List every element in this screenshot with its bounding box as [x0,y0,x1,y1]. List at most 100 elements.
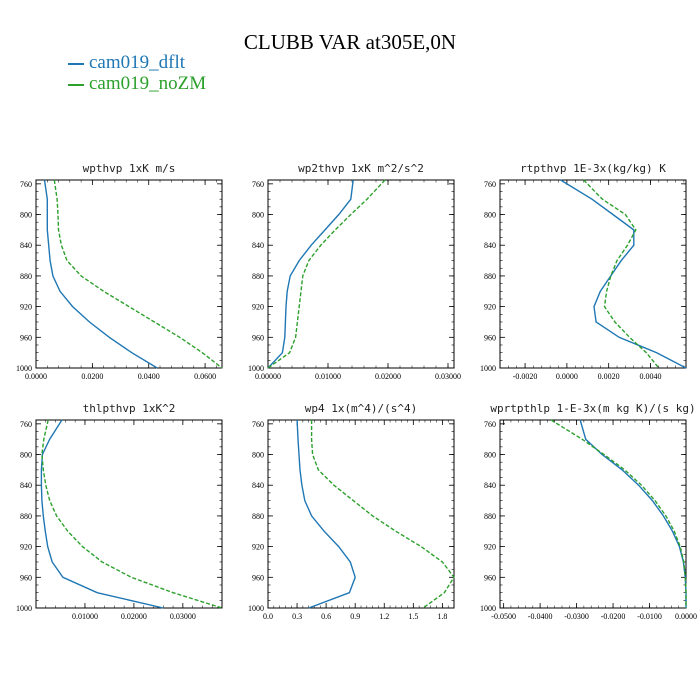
y-tick-label: 1000 [480,604,496,613]
x-tick-label: 1.8 [437,612,447,621]
panel-1: wpthvp 1xK m/s 760 800 840 880 920 960 10000.00… [16,162,223,381]
x-tick-label: 0.0600 [194,372,216,381]
x-tick-label: 0.6 [321,612,331,621]
x-tick-label: -0.0500 [491,612,516,621]
series-line-dflt [267,179,354,369]
y-tick-label: 880 [484,272,496,281]
y-tick-label: 1000 [248,604,264,613]
y-tick-label: 840 [20,481,32,490]
y-tick-label: 920 [484,543,496,552]
x-tick-label: 0.0400 [138,372,160,381]
figure-title: CLUBB VAR at305E,0N [243,30,457,54]
y-tick-label: 760 [484,180,496,189]
series-line-nozm [550,419,687,608]
x-tick-label: -0.0200 [601,612,626,621]
y-tick-label: 960 [484,573,496,582]
x-tick-label: 0.02000 [121,612,147,621]
y-tick-label: 1000 [16,604,32,613]
y-tick-label: 920 [484,303,496,312]
y-tick-label: 840 [252,481,264,490]
legend-line-icon [68,62,84,65]
y-tick-label: 760 [20,180,32,189]
x-tick-label: 0.02000 [375,372,401,381]
x-tick-label: 0.0000 [556,372,578,381]
panel-2: wp2thvp 1xK m^2/s^2 760 800 840 880 920 960 100… [248,162,461,381]
series-line-nozm [310,420,455,609]
y-tick-label: 1000 [16,364,32,373]
y-tick-label: 800 [484,211,496,220]
x-tick-label: 1.5 [408,612,418,621]
panel-title: rtpthvp 1E-3x(kg/kg) K [520,162,666,175]
series-line-dflt [579,419,687,608]
panel-title: wprtpthlp 1-E-3x(m kg K)/(s kg) [490,402,695,415]
y-tick-label: 880 [20,512,32,521]
legend-label: cam019_dflt [89,52,186,73]
y-tick-label: 800 [20,451,32,460]
y-tick-label: 880 [252,512,264,521]
y-tick-label: 1000 [480,364,496,373]
x-tick-label: 0.0 [263,612,273,621]
y-tick-label: 960 [20,333,32,342]
series-line-nozm [41,419,223,609]
y-tick-label: 800 [252,451,264,460]
x-tick-label: 0.0000 [25,372,47,381]
y-tick-label: 920 [252,303,264,312]
y-tick-label: 760 [252,420,264,429]
x-tick-label: -0.0400 [528,612,553,621]
series-line-nozm [267,179,386,369]
legend-item-nozm: cam019_noZM [68,73,206,95]
legend-line-icon [68,83,84,86]
legend-item-dflt: cam019_dflt [68,52,185,74]
series-line-dflt [296,419,356,609]
x-tick-label: 0.00000 [255,372,281,381]
y-tick-label: 880 [20,272,32,281]
y-tick-label: 840 [252,241,264,250]
series-line-dflt [43,179,158,369]
series-line-dflt [40,419,164,609]
plot-frame [267,419,455,609]
x-tick-label: 0.03000 [170,612,196,621]
plot-frame [499,179,687,369]
x-tick-label: -0.0020 [513,372,538,381]
x-tick-label: -0.0100 [637,612,662,621]
panel-title: thlpthvp 1xK^2 [83,402,176,415]
panel-title: wp2thvp 1xK m^2/s^2 [298,162,424,175]
panel-4: thlpthvp 1xK^2 760 800 840 880 920 960 1000 0.01… [16,402,223,621]
x-tick-label: 0.01000 [315,372,341,381]
x-tick-label: 0.03000 [435,372,461,381]
plot-frame [499,419,687,609]
y-tick-label: 960 [484,333,496,342]
y-tick-label: 880 [252,272,264,281]
series-line-nozm [53,179,223,369]
y-tick-label: 800 [252,211,264,220]
y-tick-label: 840 [484,481,496,490]
y-tick-label: 760 [484,420,496,429]
y-tick-label: 840 [484,241,496,250]
x-tick-label: -0.0300 [564,612,589,621]
y-tick-label: 840 [20,241,32,250]
y-tick-label: 920 [252,543,264,552]
y-tick-label: 800 [484,451,496,460]
y-tick-label: 760 [20,420,32,429]
series-line-nozm [583,179,660,369]
x-tick-label: 0.0040 [639,372,661,381]
x-tick-label: 0.01000 [72,612,98,621]
y-tick-label: 960 [252,333,264,342]
panel-6: wprtpthlp 1-E-3x(m kg K)/(s kg) 760 800 840… [480,402,697,621]
x-tick-label: 0.0020 [598,372,620,381]
plot-frame [267,179,455,369]
x-tick-label: 1.2 [379,612,389,621]
y-tick-label: 960 [252,573,264,582]
x-tick-label: 0.0000 [675,612,697,621]
legend-label: cam019_noZM [89,73,207,94]
y-tick-label: 800 [20,211,32,220]
y-tick-label: 1000 [248,364,264,373]
y-tick-label: 760 [252,180,264,189]
panel-title: wp4 1x(m^4)/(s^4) [305,402,418,415]
panel-3: rtpthvp 1E-3x(kg/kg) K 760 800 840 880 920 960… [480,162,687,381]
y-tick-label: 920 [20,543,32,552]
x-tick-label: 0.3 [292,612,302,621]
plot-frame [35,179,223,369]
y-tick-label: 920 [20,303,32,312]
